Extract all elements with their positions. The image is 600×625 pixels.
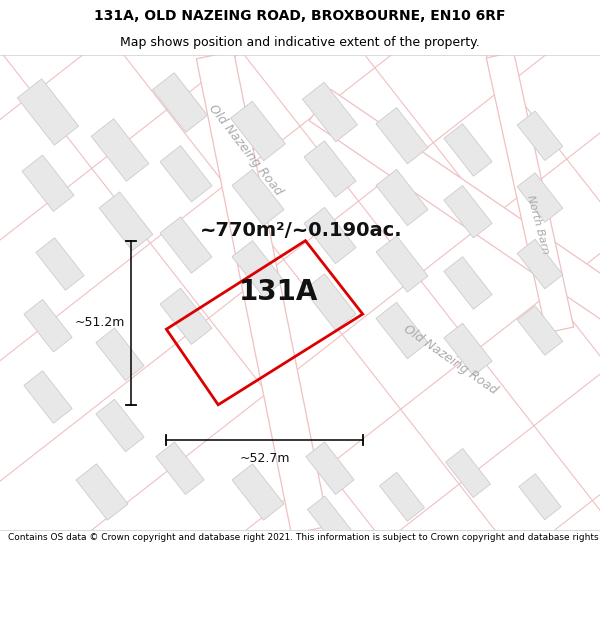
Text: ~770m²/~0.190ac.: ~770m²/~0.190ac. [200,221,403,239]
Text: ~51.2m: ~51.2m [75,316,125,329]
Polygon shape [156,442,204,494]
Polygon shape [487,52,574,333]
Polygon shape [308,496,352,545]
Polygon shape [309,89,600,346]
Polygon shape [446,449,490,498]
Polygon shape [152,72,208,132]
Polygon shape [444,257,492,309]
Polygon shape [444,124,492,176]
Text: Old Nazeing Road: Old Nazeing Road [206,102,284,198]
Text: 131A, OLD NAZEING ROAD, BROXBOURNE, EN10 6RF: 131A, OLD NAZEING ROAD, BROXBOURNE, EN10… [94,9,506,24]
Polygon shape [517,306,563,355]
Text: Contains OS data © Crown copyright and database right 2021. This information is : Contains OS data © Crown copyright and d… [8,533,600,542]
Polygon shape [304,274,356,330]
Text: 131A: 131A [238,278,318,306]
Polygon shape [517,239,563,289]
Polygon shape [17,79,79,145]
Polygon shape [96,328,144,381]
Polygon shape [444,323,492,376]
Polygon shape [196,51,329,534]
Polygon shape [517,173,563,222]
Polygon shape [24,299,72,352]
Polygon shape [22,155,74,211]
Polygon shape [376,302,428,359]
Text: Old Nazeing Road: Old Nazeing Road [401,322,499,398]
Polygon shape [304,208,356,264]
Polygon shape [444,186,492,238]
Polygon shape [160,146,212,202]
Text: North Barn: North Barn [526,194,551,256]
Polygon shape [306,442,354,494]
Polygon shape [91,119,149,181]
Polygon shape [96,399,144,452]
Polygon shape [36,238,84,290]
Text: Map shows position and indicative extent of the property.: Map shows position and indicative extent… [120,36,480,49]
Polygon shape [230,101,286,161]
Polygon shape [380,472,424,521]
Polygon shape [376,169,428,226]
Polygon shape [232,241,284,297]
Polygon shape [99,192,153,251]
Polygon shape [160,288,212,344]
Polygon shape [376,107,428,164]
Polygon shape [304,141,356,197]
Polygon shape [376,236,428,292]
Text: ~52.7m: ~52.7m [239,452,290,465]
Polygon shape [232,464,284,520]
Polygon shape [76,464,128,520]
Polygon shape [160,217,212,273]
Polygon shape [302,82,358,142]
Polygon shape [519,474,561,520]
Polygon shape [517,111,563,161]
Polygon shape [24,371,72,423]
Polygon shape [232,169,284,226]
